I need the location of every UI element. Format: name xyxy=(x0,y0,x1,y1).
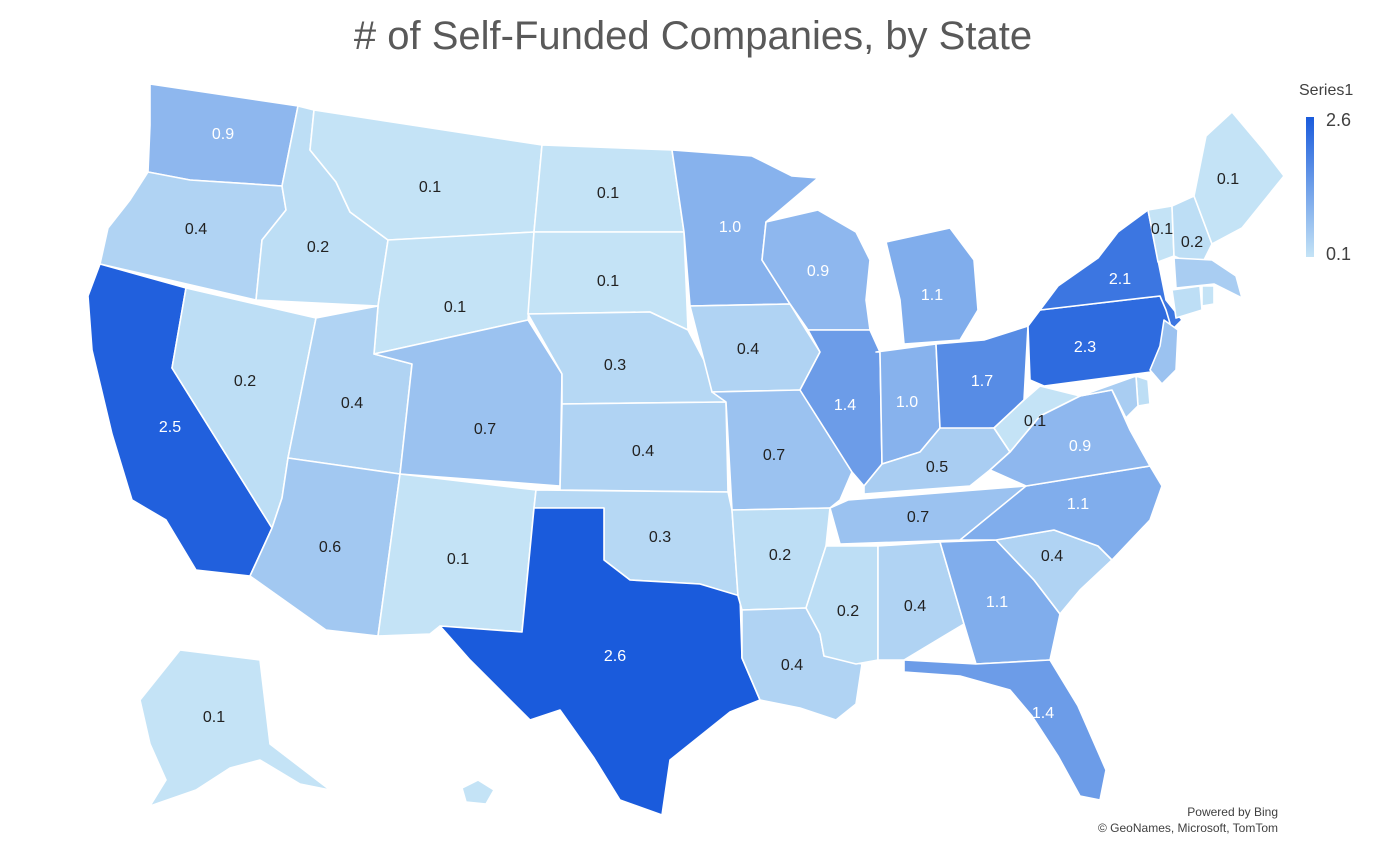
legend-color-bar xyxy=(1306,117,1314,257)
state-wisconsin[interactable] xyxy=(761,209,871,331)
state-value-label: 0.2 xyxy=(234,373,256,390)
state-alabama[interactable] xyxy=(877,541,965,661)
state-value-label: 0.4 xyxy=(904,598,926,615)
state-value-label: 0.9 xyxy=(807,263,829,280)
state-value-label: 0.2 xyxy=(837,603,859,620)
state-west-virginia[interactable] xyxy=(993,385,1081,453)
state-value-label: 0.2 xyxy=(769,547,791,564)
state-value-label: 1.7 xyxy=(971,373,993,390)
state-value-label: 0.4 xyxy=(632,443,654,460)
state-value-label: 0.7 xyxy=(763,447,785,464)
state-maryland[interactable] xyxy=(1079,375,1139,419)
map-title: # of Self-Funded Companies, by State xyxy=(353,14,1033,58)
state-value-label: 0.4 xyxy=(737,341,759,358)
state-hawaii[interactable] xyxy=(461,779,495,805)
state-value-label: 1.1 xyxy=(986,594,1008,611)
state-michigan[interactable] xyxy=(885,227,979,345)
state-value-label: 0.1 xyxy=(1151,221,1173,238)
legend-title: Series1 xyxy=(1299,82,1354,99)
state-rhode-island[interactable] xyxy=(1201,285,1215,307)
state-value-label: 1.4 xyxy=(834,397,856,414)
state-value-label: 1.1 xyxy=(921,287,943,304)
state-value-label: 1.1 xyxy=(1067,496,1089,513)
powered-by-credit: Powered by Bing xyxy=(1187,805,1278,819)
state-connecticut[interactable] xyxy=(1171,285,1203,319)
state-value-label: 0.6 xyxy=(319,539,341,556)
state-massachusetts[interactable] xyxy=(1173,257,1243,299)
state-value-label: 0.3 xyxy=(649,529,671,546)
state-value-label: 0.1 xyxy=(1024,413,1046,430)
state-maine[interactable] xyxy=(1193,111,1285,245)
state-value-label: 0.9 xyxy=(212,126,234,143)
state-new-jersey[interactable] xyxy=(1149,319,1179,385)
state-value-label: 1.0 xyxy=(896,394,918,411)
state-value-label: 0.9 xyxy=(1069,438,1091,455)
state-value-label: 0.4 xyxy=(341,395,363,412)
state-value-label: 0.2 xyxy=(1181,234,1203,251)
state-value-label: 1.4 xyxy=(1032,705,1054,722)
state-value-label: 0.1 xyxy=(447,551,469,568)
state-new-york[interactable] xyxy=(1039,209,1183,331)
state-value-label: 0.1 xyxy=(203,709,225,726)
state-value-label: 0.2 xyxy=(307,239,329,256)
state-value-label: 2.1 xyxy=(1109,271,1131,288)
state-value-label: 0.1 xyxy=(444,299,466,316)
state-new-hampshire[interactable] xyxy=(1171,195,1213,269)
state-value-label: 0.4 xyxy=(1041,548,1063,565)
state-value-label: 0.4 xyxy=(185,221,207,238)
state-value-label: 0.1 xyxy=(597,273,619,290)
state-florida[interactable] xyxy=(903,659,1107,801)
state-value-label: 1.0 xyxy=(719,219,741,236)
state-value-label: 2.5 xyxy=(159,419,181,436)
state-value-label: 0.4 xyxy=(781,657,803,674)
legend-max-label: 2.6 xyxy=(1326,110,1352,130)
state-value-label: 0.1 xyxy=(419,179,441,196)
legend-min-label: 0.1 xyxy=(1326,244,1352,264)
state-alaska[interactable] xyxy=(139,649,331,807)
state-texas[interactable] xyxy=(439,507,761,816)
state-value-label: 0.3 xyxy=(604,357,626,374)
state-value-label: 0.7 xyxy=(474,421,496,438)
state-value-label: 2.3 xyxy=(1074,339,1096,356)
state-value-label: 0.7 xyxy=(907,509,929,526)
state-value-label: 0.1 xyxy=(597,185,619,202)
attribution-credit: © GeoNames, Microsoft, TomTom xyxy=(1098,821,1278,835)
state-value-label: 0.5 xyxy=(926,459,948,476)
state-value-label: 2.6 xyxy=(604,648,626,665)
state-value-label: 0.1 xyxy=(1217,171,1239,188)
